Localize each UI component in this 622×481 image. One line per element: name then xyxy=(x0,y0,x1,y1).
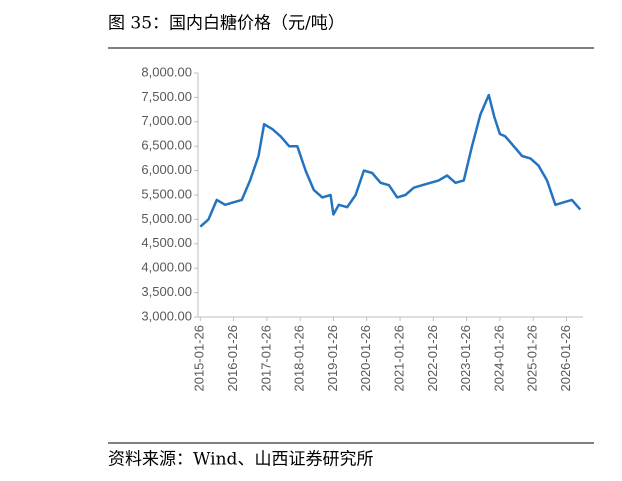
y-tick-label: 4,500.00 xyxy=(141,235,192,250)
x-tick-label: 2026-01-26 xyxy=(558,325,573,392)
y-tick-label: 6,000.00 xyxy=(141,162,192,177)
y-tick-label: 3,500.00 xyxy=(141,284,192,299)
y-tick-label: 5,500.00 xyxy=(141,186,192,201)
x-tick-label: 2020-01-26 xyxy=(358,325,373,392)
x-tick-label: 2025-01-26 xyxy=(525,325,540,392)
x-tick-label: 2023-01-26 xyxy=(458,325,473,392)
x-tick-label: 2024-01-26 xyxy=(491,325,506,392)
x-tick-label: 2022-01-26 xyxy=(425,325,440,392)
x-tick-label: 2016-01-26 xyxy=(225,325,240,392)
x-tick-label: 2017-01-26 xyxy=(258,325,273,392)
y-tick-label: 7,500.00 xyxy=(141,89,192,104)
y-tick-label: 3,000.00 xyxy=(141,308,192,323)
y-tick-label: 4,000.00 xyxy=(141,260,192,275)
x-tick-label: 2019-01-26 xyxy=(325,325,340,392)
x-tick-label: 2015-01-26 xyxy=(192,325,207,392)
y-tick-label: 8,000.00 xyxy=(141,64,192,79)
x-tick-label: 2021-01-26 xyxy=(392,325,407,392)
source-note: 资料来源：Wind、山西证券研究所 xyxy=(108,450,373,470)
y-tick-label: 7,000.00 xyxy=(141,113,192,128)
x-tick-label: 2018-01-26 xyxy=(292,325,307,392)
data-line xyxy=(199,93,582,228)
y-tick-label: 5,000.00 xyxy=(141,211,192,226)
chart-title: 图 35：国内白糖价格（元/吨） xyxy=(108,14,345,34)
y-tick-label: 6,500.00 xyxy=(141,138,192,153)
